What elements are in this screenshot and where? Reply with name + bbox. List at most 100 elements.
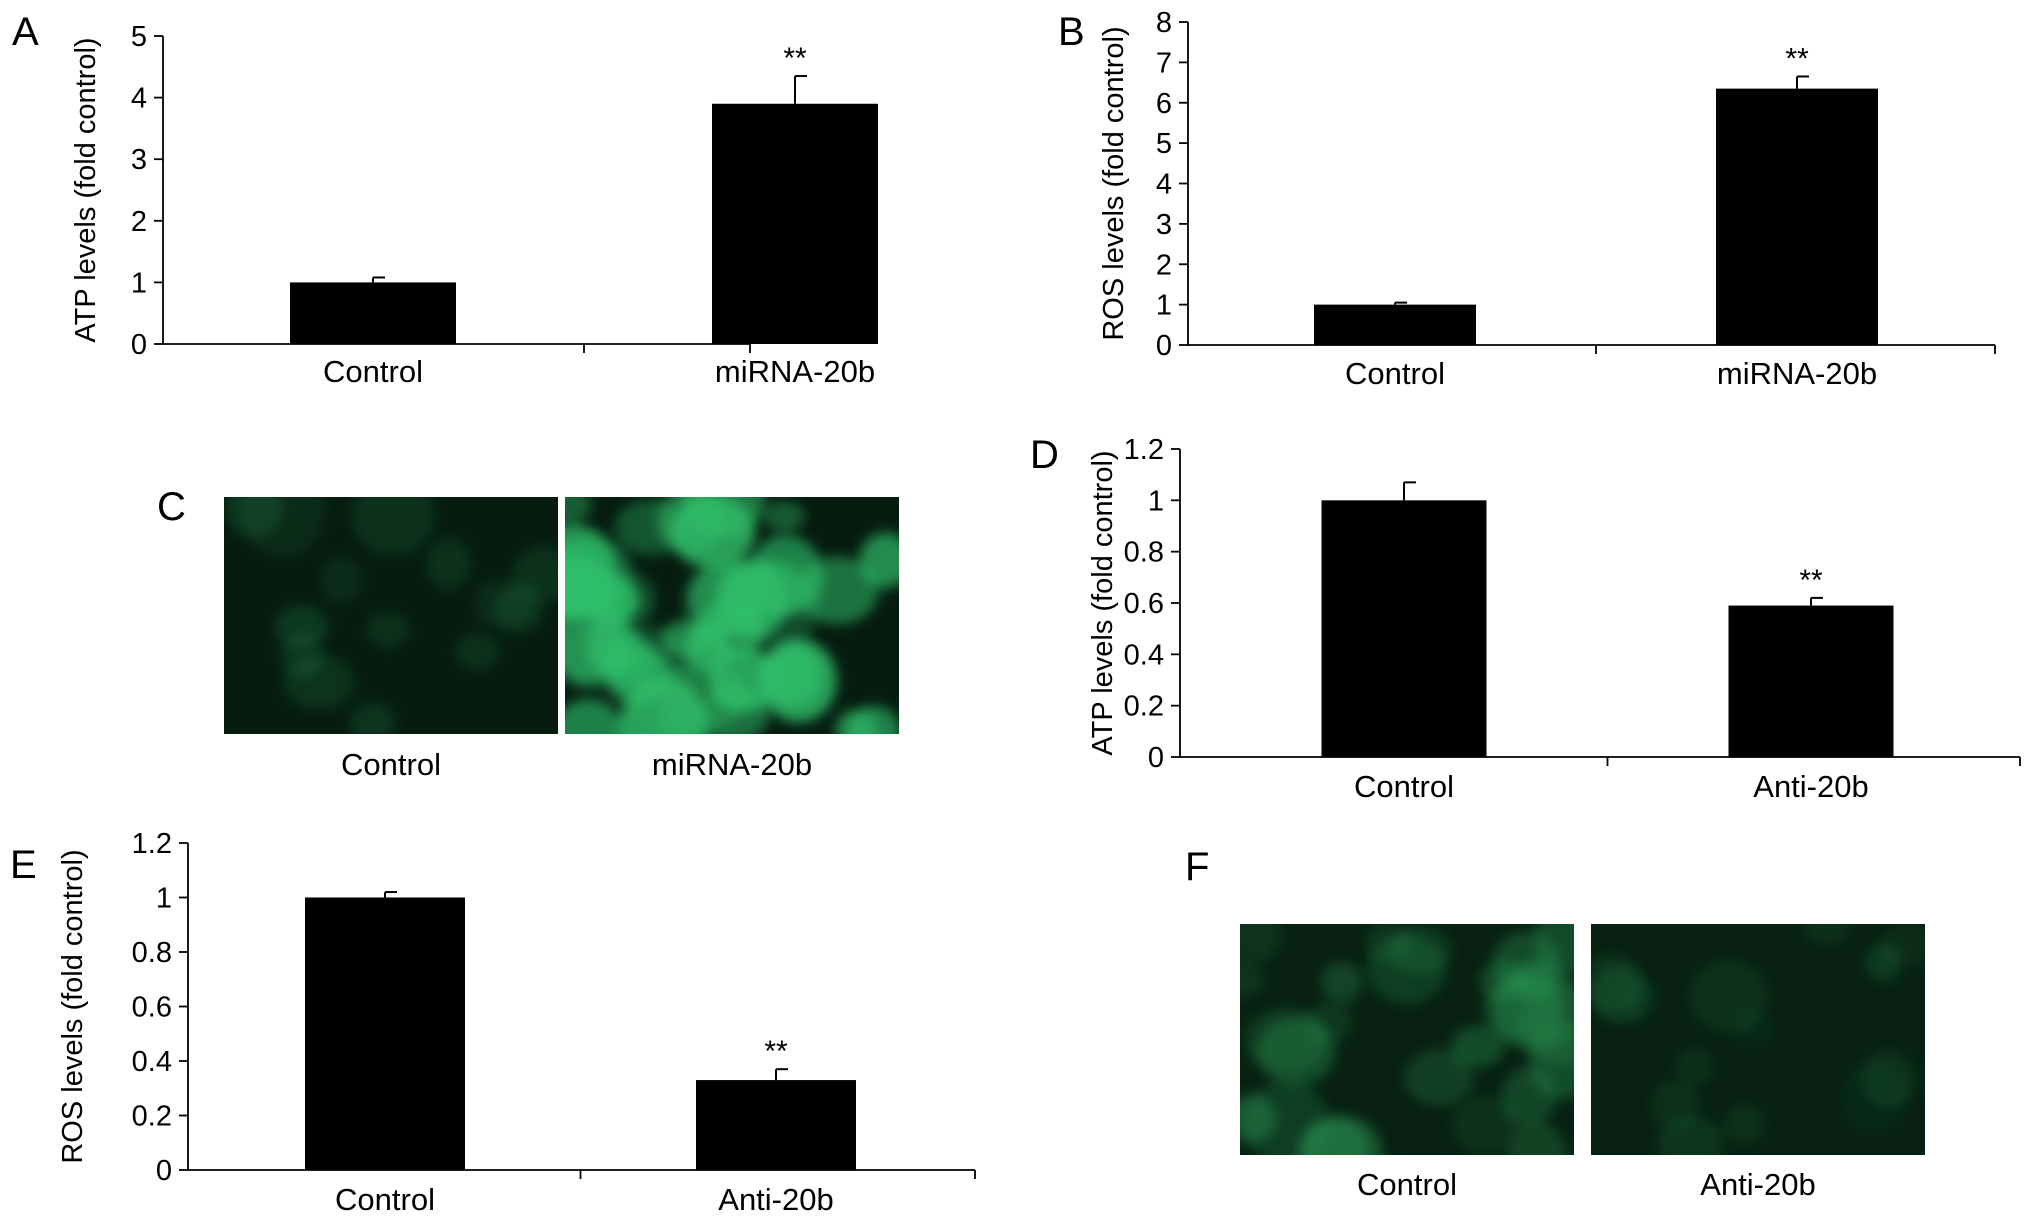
micrograph-f-cell (1650, 1079, 1700, 1130)
panel-letter-e: E (10, 843, 37, 887)
chart-a-y-tick-label: 5 (131, 21, 147, 53)
chart-a-category-label: Control (323, 354, 423, 389)
micrograph-f-cell (1364, 924, 1411, 964)
chart-e-y-tick-label: 1.2 (132, 828, 172, 860)
micrograph-c-cell (565, 699, 623, 734)
micrograph-f-cell (1244, 1007, 1328, 1074)
chart-b-y-tick-label: 4 (1156, 169, 1172, 201)
micrograph-c-image-control (224, 497, 558, 734)
micrograph-c-cell (455, 633, 500, 670)
micrograph-f-cell (1619, 981, 1662, 1019)
chart-d-bar-control (1321, 500, 1487, 757)
micrograph-c-label: miRNA-20b (652, 747, 812, 782)
chart-a-y-axis-label: ATP levels (fold control) (70, 37, 102, 342)
chart-e-y-tick-label: 0 (156, 1155, 172, 1187)
micrograph-f-cell (1861, 1050, 1916, 1108)
chart-a-significance-label: ** (783, 42, 807, 75)
micrograph-f-cell (1501, 1067, 1557, 1127)
chart-e-ros-anti: 0 0.2 0.4 0.6 0.8 1 1.2 ROS levels (fold contro… (57, 828, 976, 1217)
chart-b-y-tick-label: 0 (1156, 330, 1172, 362)
micrograph-f-cell (1240, 961, 1265, 998)
chart-d-y-tick-label: 1 (1148, 485, 1164, 517)
chart-b-y-tick-label: 8 (1156, 7, 1172, 39)
micrograph-f-cell (1404, 1049, 1474, 1107)
chart-e-y-tick-label: 0.8 (132, 937, 172, 969)
micrograph-c-cell (859, 532, 899, 588)
panel-letter-a: A (12, 10, 39, 54)
chart-d-bar-anti-20b (1728, 605, 1894, 757)
micrograph-c-cell (661, 619, 714, 659)
micrograph-f: Control Anti-20b (1240, 924, 1925, 1202)
chart-d-significance-label: ** (1799, 564, 1823, 597)
micrograph-c-cell (349, 702, 396, 734)
chart-b-significance-label: ** (1785, 43, 1809, 76)
chart-b-y-tick-label: 5 (1156, 128, 1172, 160)
chart-b-ros-mirna: 0 1 2 3 4 5 6 7 8 ROS levels (fold control) Contro… (1098, 7, 1996, 391)
micrograph-c-cell (599, 632, 655, 689)
chart-e-y-tick-label: 0.4 (132, 1046, 172, 1078)
chart-a-y-tick-label: 3 (131, 144, 147, 176)
chart-a-y-tick-label: 1 (131, 267, 147, 299)
micrograph-c-cell (565, 543, 594, 590)
panel-letter-b: B (1058, 10, 1085, 54)
chart-d-y-tick-label: 1.2 (1124, 434, 1164, 466)
micrograph-f-cell (1240, 924, 1283, 964)
micrograph-f-cell (1452, 1095, 1519, 1155)
chart-a-y-tick-label: 0 (131, 329, 147, 361)
micrograph-f-cell (1297, 1115, 1383, 1155)
chart-e-bar-anti-20b (696, 1080, 856, 1170)
micrograph-c-cell (352, 497, 434, 556)
chart-e-significance-label: ** (764, 1035, 788, 1068)
chart-e-y-tick-label: 0.6 (132, 992, 172, 1024)
micrograph-c-label: Control (341, 747, 441, 782)
chart-d-category-label: Control (1354, 769, 1454, 804)
micrograph-f-image-control (1240, 924, 1574, 1155)
chart-e-category-label: Anti-20b (718, 1182, 833, 1217)
micrograph-f-cell (1534, 924, 1574, 974)
chart-d-category-label: Anti-20b (1753, 769, 1868, 804)
chart-e-bar-control (305, 897, 465, 1170)
chart-b-y-axis-label: ROS levels (fold control) (1098, 26, 1130, 340)
chart-b-y-tick-label: 7 (1156, 47, 1172, 79)
chart-d-y-tick-label: 0.6 (1124, 588, 1164, 620)
micrograph-f-cell (1451, 1025, 1505, 1068)
micrograph-f-cell (1878, 924, 1925, 966)
chart-a-y-tick-label: 2 (131, 206, 147, 238)
micrograph-c: Control miRNA-20b (224, 497, 899, 782)
micrograph-c-cell (321, 557, 362, 603)
micrograph-f-cell (1802, 924, 1852, 947)
micrograph-c-cell (763, 501, 805, 532)
micrograph-c-cell (275, 605, 329, 649)
micrograph-c-cell (366, 612, 409, 648)
micrograph-f-cell (1484, 974, 1564, 1044)
micrograph-c-cell (614, 499, 688, 556)
chart-d-y-tick-label: 0.2 (1124, 691, 1164, 723)
chart-d-y-tick-label: 0 (1148, 742, 1164, 774)
micrograph-c-cell (425, 537, 471, 590)
chart-b-category-label: Control (1345, 356, 1445, 391)
micrograph-f-label: Control (1357, 1167, 1457, 1202)
chart-b-bar-mirna-20b (1716, 88, 1878, 346)
micrograph-c-cell (758, 643, 822, 707)
chart-d-y-axis-label: ATP levels (fold control) (1087, 450, 1119, 755)
panel-letter-d: D (1030, 433, 1059, 477)
chart-a-atp-mirna: 0 1 2 3 4 5 ATP levels (fold control) Control **… (70, 21, 878, 389)
chart-a-category-label: miRNA-20b (715, 354, 875, 389)
micrograph-c-cell (681, 497, 765, 540)
chart-e-y-tick-label: 0.2 (132, 1101, 172, 1133)
micrograph-c-cell (658, 660, 747, 732)
micrograph-f-cell (1674, 1046, 1715, 1086)
chart-e-category-label: Control (335, 1182, 435, 1217)
chart-a-bar-control (290, 282, 456, 344)
panel-letter-f: F (1185, 845, 1209, 889)
micrograph-c-image-mirna-20b (565, 497, 899, 734)
chart-a-y-tick-label: 4 (131, 83, 147, 115)
micrograph-c-cell (565, 497, 592, 524)
chart-e-y-tick-label: 1 (156, 883, 172, 915)
micrograph-f-image-anti-20b (1591, 924, 1925, 1155)
micrograph-f-label: Anti-20b (1700, 1167, 1815, 1202)
micrograph-c-cell (474, 578, 534, 629)
